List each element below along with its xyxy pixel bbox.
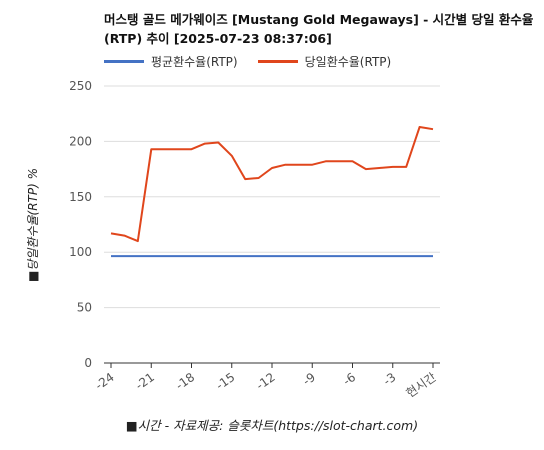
legend-label-daily: 당일환수율(RTP) bbox=[304, 55, 392, 69]
x-tick-label: -9 bbox=[300, 370, 318, 388]
series-lines bbox=[110, 126, 434, 258]
y-tick-labels: 0 50 100 150 200 250 bbox=[69, 79, 92, 370]
x-tick-label: -3 bbox=[381, 370, 399, 388]
legend-item-daily[interactable]: 당일환수율(RTP) bbox=[257, 53, 392, 70]
x-tick-label: -21 bbox=[133, 370, 157, 393]
x-tick-label: -12 bbox=[254, 370, 278, 393]
legend-swatch-daily bbox=[257, 60, 298, 63]
series-line-daily bbox=[110, 126, 434, 243]
y-tick-label: 150 bbox=[69, 190, 92, 204]
x-tick-label: -18 bbox=[173, 370, 197, 393]
y-tick-label: 200 bbox=[69, 134, 92, 148]
x-tick-labels: -24 -21 -18 -15 -12 -9 -6 -3 현시간 bbox=[93, 363, 439, 400]
x-tick-label: -15 bbox=[213, 370, 237, 393]
chart-title: 머스탱 골드 메가웨이즈 [Mustang Gold Megaways] - 시… bbox=[104, 12, 534, 46]
x-tick-label: -6 bbox=[340, 370, 358, 388]
legend-swatch-average bbox=[104, 60, 144, 63]
grid-lines bbox=[104, 85, 440, 364]
legend: 평균환수율(RTP) 당일환수율(RTP) bbox=[104, 53, 391, 70]
y-tick-label: 250 bbox=[69, 79, 92, 93]
legend-item-average[interactable]: 평균환수율(RTP) bbox=[104, 53, 238, 70]
x-axis-label: ■시간 - 자료제공: 슬롯차트(https://slot-chart.com) bbox=[125, 418, 419, 433]
legend-label-average: 평균환수율(RTP) bbox=[151, 55, 238, 69]
y-tick-label: 0 bbox=[84, 356, 92, 370]
x-tick-label: 현시간 bbox=[404, 370, 439, 400]
y-tick-label: 100 bbox=[69, 245, 92, 259]
x-tick-label: -24 bbox=[93, 370, 117, 393]
y-tick-label: 50 bbox=[77, 301, 92, 315]
y-axis-label: ■당일환수율(RTP) % bbox=[26, 168, 40, 282]
